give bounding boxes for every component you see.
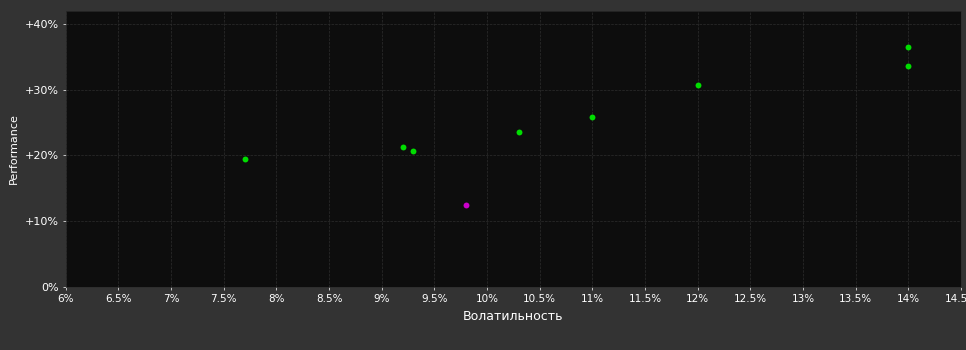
- X-axis label: Волатильность: Волатильность: [463, 309, 564, 322]
- Point: [458, 202, 473, 208]
- Point: [584, 114, 600, 120]
- Y-axis label: Performance: Performance: [9, 113, 19, 184]
- Point: [237, 156, 252, 161]
- Point: [511, 129, 526, 134]
- Point: [690, 82, 705, 88]
- Point: [900, 44, 916, 50]
- Point: [395, 144, 411, 149]
- Point: [900, 63, 916, 69]
- Point: [406, 149, 421, 154]
